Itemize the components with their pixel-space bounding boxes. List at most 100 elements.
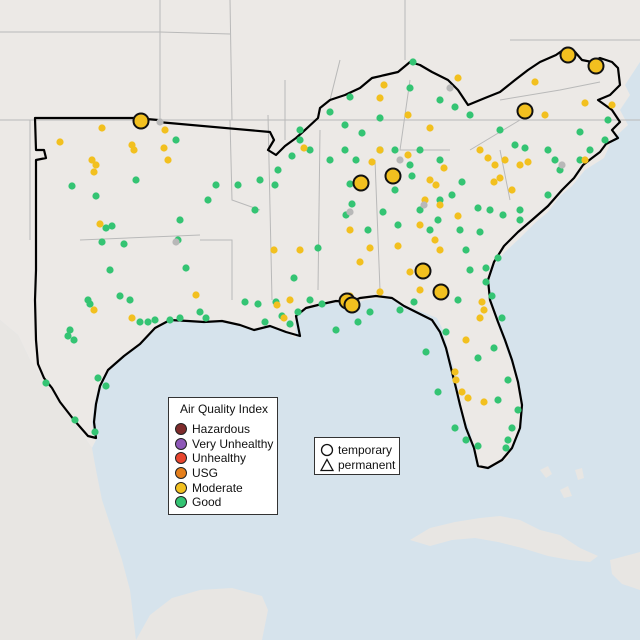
legend-label: Unhealthy [192,451,247,466]
monitor-point [352,156,360,164]
monitor-point [446,84,454,92]
monitor-point [391,186,399,194]
monitor-point [358,129,366,137]
monitor-point [404,151,412,159]
monitor-point [434,216,442,224]
monitor-point [551,156,559,164]
monitor-point [391,146,399,154]
monitor-point [431,236,439,244]
monitor-point [274,166,282,174]
monitor-point [356,258,364,266]
monitor-point [496,174,504,182]
monitor-point [346,93,354,101]
monitor-point [346,208,354,216]
triangle-icon [320,457,334,471]
monitor-point [348,200,356,208]
monitor-point [286,320,294,328]
monitor-point [346,180,354,188]
monitor-point [406,268,414,276]
monitor-point [296,246,304,254]
monitor-point [451,368,459,376]
monitor-point [406,84,414,92]
monitor-point [164,156,172,164]
monitor-point [499,211,507,219]
monitor-point [286,296,294,304]
monitor-point [126,296,134,304]
legend-item-hazardous: Hazardous [175,422,277,437]
good-swatch-icon [175,496,187,509]
monitor-point [241,298,249,306]
monitor-point [416,146,424,154]
monitor-point [451,103,459,111]
monitor-point [604,116,612,124]
monitor-point [380,81,388,89]
temporary-monitor-point [343,296,361,314]
monitor-type-legend: temporary permanent [314,437,400,475]
monitor-point [426,176,434,184]
monitor-point [314,244,322,252]
legend-item-very-unhealthy: Very Unhealthy [175,437,277,452]
monitor-point [306,146,314,154]
monitor-point [234,181,242,189]
monitor-point [422,348,430,356]
monitor-point [436,246,444,254]
monitor-point [508,424,516,432]
monitor-point [458,388,466,396]
land-cuba [410,516,598,562]
temporary-monitor-point [414,262,432,280]
monitor-markers [42,46,616,452]
monitor-point [204,196,212,204]
monitor-point [132,176,140,184]
monitor-point [420,201,428,209]
monitor-point [326,108,334,116]
monitor-point [480,398,488,406]
monitor-point [434,388,442,396]
legend-label: Moderate [192,480,243,495]
monitor-point [394,242,402,250]
monitor-point [454,296,462,304]
monitor-point [416,286,424,294]
monitor-point [521,144,529,152]
monitor-point [544,191,552,199]
monitor-point [504,376,512,384]
monitor-point [466,266,474,274]
legend-label: Good [192,495,222,510]
monitor-point [90,168,98,176]
temporary-monitor-point [132,112,150,130]
monitor-point [66,326,74,334]
monitor-point [306,296,314,304]
legend-item-good: Good [175,495,277,510]
monitor-point [440,164,448,172]
monitor-point [196,308,204,316]
legend-label: temporary [338,442,393,457]
monitor-point [462,436,470,444]
monitor-point [288,152,296,160]
monitor-point [280,314,288,322]
monitor-point [576,128,584,136]
monitor-point [458,178,466,186]
monitor-point [98,124,106,132]
monitor-point [488,292,496,300]
monitor-point [490,178,498,186]
monitor-point [436,201,444,209]
monitor-point [544,146,552,154]
monitor-point [576,156,584,164]
monitor-point [426,226,434,234]
monitor-point [273,301,281,309]
monitor-point [416,206,424,214]
legend-item-unhealthy: Unhealthy [175,451,277,466]
monitor-point [474,354,482,362]
unhealthy-swatch-icon [175,452,187,465]
monitor-point [128,314,136,322]
monitor-point [541,111,549,119]
legend-label: USG [192,466,219,481]
monitor-point [408,172,416,180]
monitor-point [88,156,96,164]
monitor-point [451,424,459,432]
monitor-point [318,300,326,308]
monitor-point [98,238,106,246]
monitor-point [341,121,349,129]
monitor-point [130,146,138,154]
monitor-point [368,158,376,166]
temporary-monitor-point [559,46,577,64]
